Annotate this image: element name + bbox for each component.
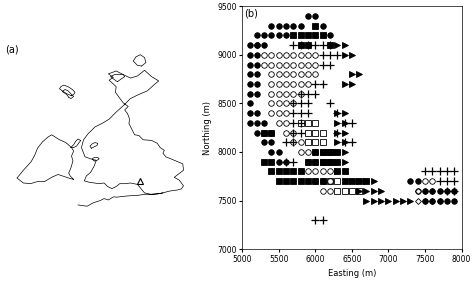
Y-axis label: Northing (m): Northing (m) [202,101,211,155]
Text: (b): (b) [245,9,258,19]
Text: (a): (a) [5,44,18,54]
X-axis label: Easting (m): Easting (m) [328,269,376,278]
